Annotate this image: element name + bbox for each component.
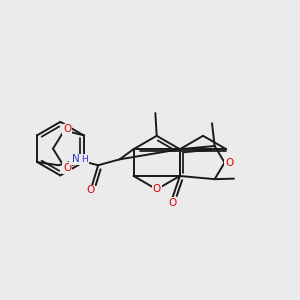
Text: H: H xyxy=(81,155,88,164)
Text: O: O xyxy=(63,124,72,134)
Text: O: O xyxy=(169,198,177,208)
Text: O: O xyxy=(63,163,72,173)
Text: O: O xyxy=(225,158,233,168)
Text: O: O xyxy=(86,185,94,195)
Text: O: O xyxy=(153,184,161,194)
Text: H: H xyxy=(75,155,82,164)
Text: N: N xyxy=(72,154,80,164)
Text: N: N xyxy=(70,154,78,164)
